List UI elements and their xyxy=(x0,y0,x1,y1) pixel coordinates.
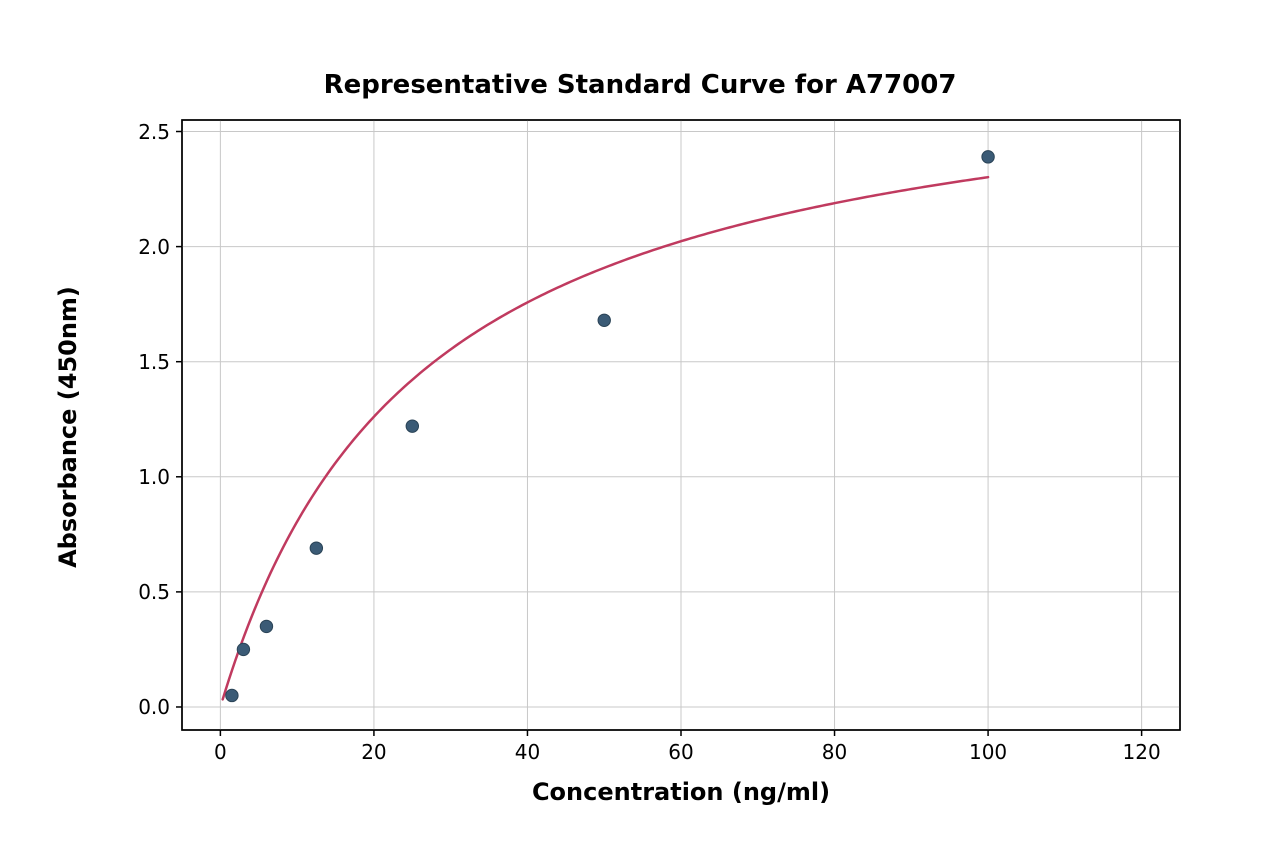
y-tick-label: 2.5 xyxy=(138,120,170,144)
x-tick-label: 60 xyxy=(651,740,711,764)
y-tick-label: 1.0 xyxy=(138,465,170,489)
y-tick-label: 2.0 xyxy=(138,235,170,259)
plot-area xyxy=(0,0,1280,845)
x-tick-label: 0 xyxy=(190,740,250,764)
y-tick-label: 0.5 xyxy=(138,580,170,604)
y-tick-label: 0.0 xyxy=(138,695,170,719)
x-axis-label: Concentration (ng/ml) xyxy=(182,778,1180,806)
y-tick-label: 1.5 xyxy=(138,350,170,374)
chart-container: Representative Standard Curve for A77007… xyxy=(0,0,1280,845)
x-tick-label: 40 xyxy=(497,740,557,764)
x-tick-label: 120 xyxy=(1112,740,1172,764)
x-tick-label: 20 xyxy=(344,740,404,764)
x-tick-label: 100 xyxy=(958,740,1018,764)
x-tick-label: 80 xyxy=(805,740,865,764)
y-axis-label: Absorbance (450nm) xyxy=(54,122,82,732)
chart-title: Representative Standard Curve for A77007 xyxy=(0,70,1280,100)
